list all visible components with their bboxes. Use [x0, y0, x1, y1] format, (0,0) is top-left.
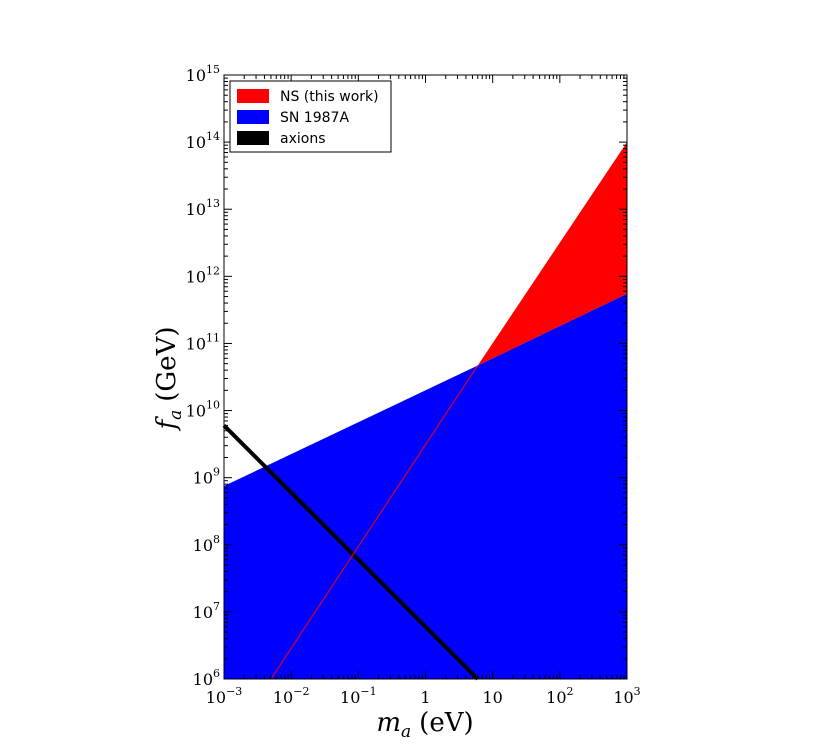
- y-tick-label: 108: [193, 533, 220, 555]
- x-axis-label-symbol: m: [376, 708, 401, 738]
- axis-ticks: [223, 74, 628, 680]
- series-line-axions: [222, 424, 480, 681]
- plot-area: [224, 142, 627, 679]
- y-axis-label: fa(GeV): [152, 327, 186, 432]
- legend-label: SN 1987A: [280, 110, 349, 126]
- y-tick-label: 107: [193, 600, 220, 622]
- y-tick-label: 106: [193, 667, 220, 689]
- y-tick-label: 109: [193, 466, 220, 488]
- legend: NS (this work) SN 1987A axions: [229, 80, 392, 153]
- legend-swatch: [237, 89, 269, 103]
- x-axis-label-unit: (eV): [419, 708, 473, 738]
- y-tick-label: 1010: [186, 399, 220, 421]
- y-tick-label: 1013: [186, 197, 220, 219]
- legend-swatch: [237, 110, 269, 124]
- x-tick-label: 102: [546, 685, 573, 707]
- y-tick-label: 1011: [186, 331, 220, 353]
- y-axis-label-unit: (GeV): [152, 327, 182, 402]
- x-tick-label: 10−2: [273, 685, 310, 707]
- x-tick-label: 10−3: [206, 685, 243, 707]
- x-axis-label: ma (eV): [376, 708, 473, 742]
- x-tick-label: 1: [420, 688, 430, 707]
- series-area-sn-1987a: [224, 293, 627, 679]
- legend-label: NS (this work): [280, 89, 379, 105]
- x-axis-label-subscript: a: [401, 722, 411, 742]
- y-tick-label: 1015: [186, 63, 220, 85]
- plot-lines: [222, 365, 480, 681]
- x-tick-label: 10−1: [340, 685, 377, 707]
- x-tick-label: 10: [482, 688, 502, 707]
- y-tick-label: 1014: [186, 130, 220, 152]
- legend-label: axions: [280, 131, 326, 147]
- series-area-ns-this-work: [477, 142, 627, 366]
- x-tick-label: 103: [613, 685, 640, 707]
- tick-labels: 10−3 10−2 10−1 1 10 102 103 106 107 108 109 1010 101…: [186, 63, 641, 707]
- legend-swatch: [237, 131, 269, 145]
- y-axis-label-subscript: a: [166, 410, 186, 420]
- series-line-3: [270, 365, 479, 680]
- y-tick-label: 1012: [186, 264, 220, 286]
